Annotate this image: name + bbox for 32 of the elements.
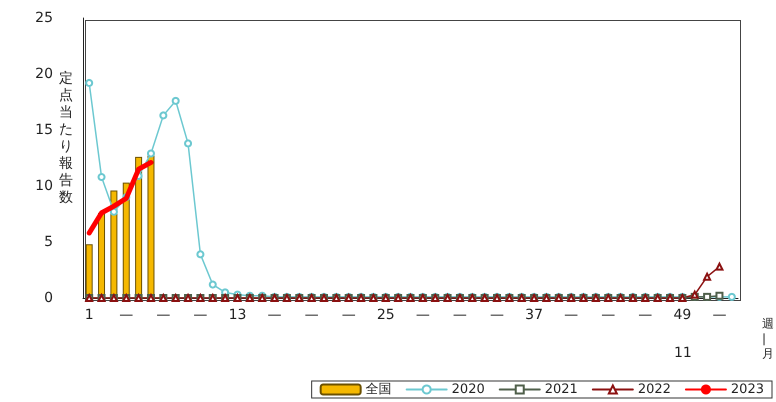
x-tick-label: — [712,307,726,323]
legend-label: 全国 [366,382,392,397]
y-axis-title: 定点当たり報告数 [59,70,73,206]
legend-label: 2020 [452,382,485,397]
text: 11 [674,345,692,361]
legend-label: 2021 [544,382,578,397]
x-tick-label: 1 [84,307,94,323]
x-tick-label: — [119,307,134,323]
x-tick-label: — [452,307,467,323]
x-tick-label: — [193,307,208,323]
x-tick-label: — [416,307,430,323]
y-tick-label: 15 [35,122,53,138]
x-tick-label: — [342,307,356,323]
x-tick-label: — [490,307,504,323]
y-tick-label: 20 [35,66,53,82]
x-tick-label: 13 [228,307,246,323]
y-tick-label: 0 [44,290,53,306]
y-tick-label: 5 [44,234,53,250]
x-tick-label: — [601,307,616,323]
y-tick-label: 10 [35,178,53,194]
x-tick-label: 25 [376,307,395,323]
x-tick-label: — [268,307,282,323]
x-tick-label: 49 [673,307,692,323]
x-tick-label: 37 [525,307,543,323]
legend-label: 2022 [638,382,671,397]
x-tick-label: — [156,307,170,323]
x-tick-label: — [564,307,578,323]
x-tick-label: — [304,307,319,323]
legend-label: 2023 [730,382,764,397]
x-axis-title: 週|月 [762,316,774,360]
x-tick-label: — [638,307,652,323]
y-tick-label: 25 [35,10,53,26]
